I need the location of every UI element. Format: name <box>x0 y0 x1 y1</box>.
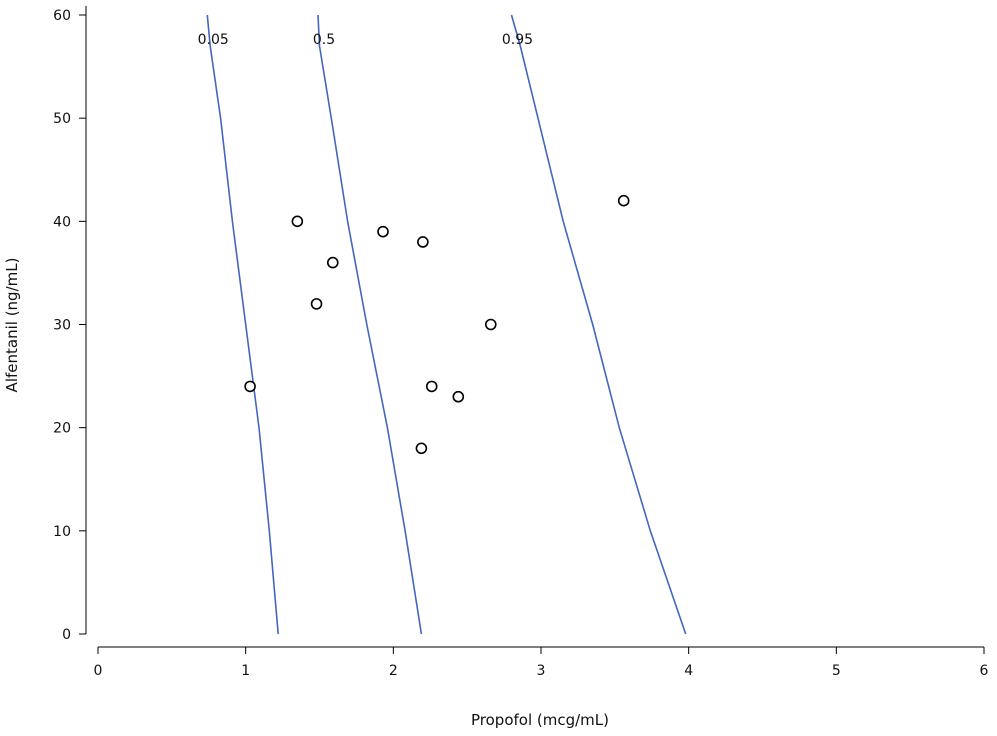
data-point <box>377 225 389 238</box>
curves: 0.05 0.5 0.95 <box>198 14 687 635</box>
data-point <box>291 215 304 228</box>
y-tick-label: 60 <box>53 8 71 24</box>
curve-label: 0.5 <box>313 32 335 48</box>
y-tick-label: 40 <box>53 214 71 230</box>
data-point <box>244 380 256 393</box>
data-point <box>326 256 339 269</box>
y-tick-label: 30 <box>53 318 71 334</box>
curve-label: 0.95 <box>502 32 533 48</box>
y-tick-label: 0 <box>62 627 71 643</box>
data-point <box>425 380 438 393</box>
x-tick-label: 6 <box>980 663 989 679</box>
y-tick-label: 10 <box>53 524 71 540</box>
x-tick-label: 5 <box>832 663 841 679</box>
data-point <box>617 194 630 207</box>
data-point <box>417 236 429 248</box>
data-points <box>244 194 630 455</box>
x-axis-label: Propofol (mcg/mL) <box>471 711 609 729</box>
axis-titles: Propofol (mcg/mL) Alfentanil (ng/mL) <box>3 258 609 729</box>
curve-0.5 <box>317 14 423 635</box>
curve-label: 0.05 <box>198 32 229 48</box>
x-tick-label: 4 <box>684 663 693 679</box>
curve-0.05 <box>206 14 279 635</box>
x-tick-label: 0 <box>94 663 103 679</box>
y-tick-label: 20 <box>53 421 71 437</box>
x-tick-label: 1 <box>241 663 250 679</box>
y-tick-label: 50 <box>53 111 71 127</box>
data-point <box>310 298 323 310</box>
data-point <box>484 318 497 331</box>
data-point <box>452 390 465 403</box>
x-tick-label: 3 <box>537 663 546 679</box>
curve-0.95 <box>510 14 687 635</box>
data-point <box>415 442 428 455</box>
x-tick-label: 2 <box>389 663 398 679</box>
y-axis-label: Alfentanil (ng/mL) <box>3 258 21 393</box>
